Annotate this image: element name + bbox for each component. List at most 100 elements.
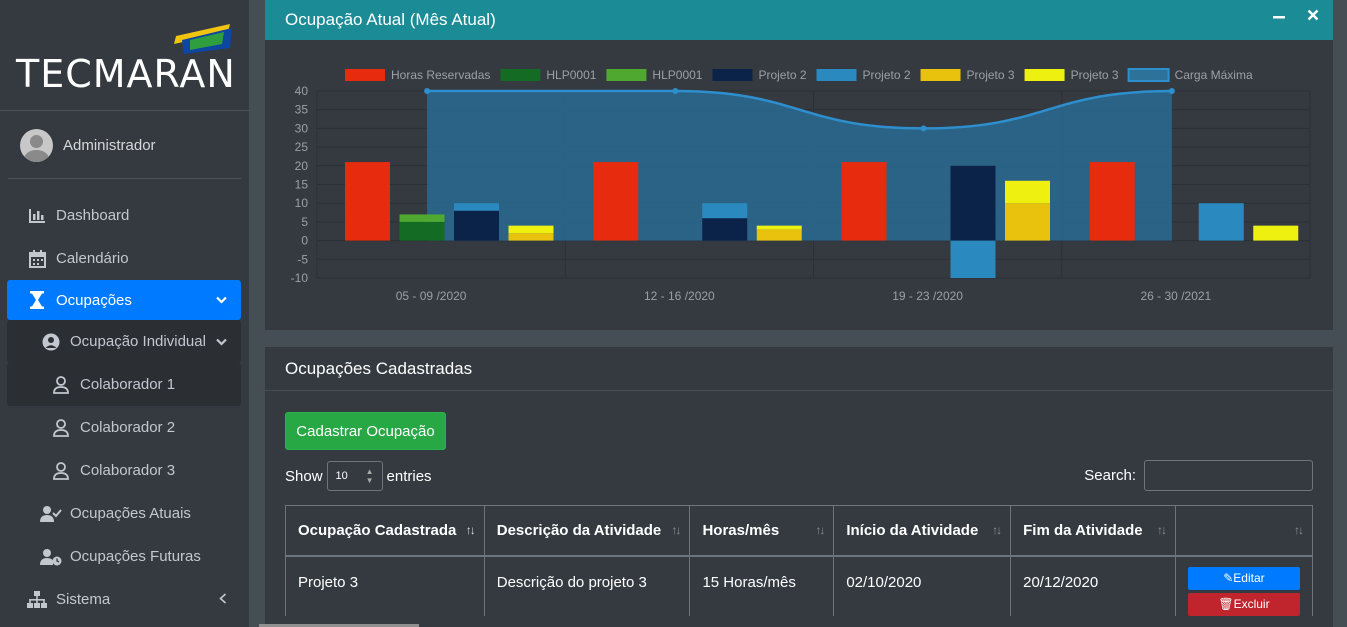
card-tools xyxy=(1273,8,1319,26)
bar-projeto-3 xyxy=(508,233,554,241)
close-icon[interactable] xyxy=(1307,8,1319,26)
sidebar: TECMARAN Administrador Dashboard Calendá… xyxy=(0,0,249,627)
delete-button[interactable]: 🗑Excluir xyxy=(1187,592,1300,616)
sidebar-item-colaborador-3[interactable]: Colaborador 3 xyxy=(7,449,241,492)
legend-swatch xyxy=(345,69,385,81)
occupancy-chart: 40 35 30 25 20 15 10 5 0 -5 -10 05 - 09 /2020 12 - 1… xyxy=(291,68,1311,303)
area-carga-maxima xyxy=(427,91,1172,241)
chart-panel-title: Ocupação Atual (Mês Atual) xyxy=(285,10,496,29)
sidebar-nav: Dashboard Calendário Ocupações Ocupação … xyxy=(7,194,241,621)
bar-horas-reservadas xyxy=(1089,162,1135,241)
sidebar-item-colaborador-2[interactable]: Colaborador 2 xyxy=(7,406,241,449)
user-panel[interactable]: Administrador xyxy=(8,112,241,179)
bar-projeto-3 xyxy=(1005,180,1050,204)
bar-projeto-3 xyxy=(756,225,802,230)
col-header-actions[interactable]: ↑↓ xyxy=(1174,505,1314,557)
point-carga-maxima xyxy=(920,125,927,132)
brand[interactable]: TECMARAN xyxy=(0,0,249,111)
avatar xyxy=(20,128,53,162)
sort-icon: ↑↓ xyxy=(1294,523,1304,537)
sidebar-item-ocupacao-individual[interactable]: Ocupação Individual xyxy=(7,320,241,363)
brand-name: TECMARAN xyxy=(16,52,236,96)
entries-select-value: 10 xyxy=(335,470,348,482)
bar-projeto-2 xyxy=(454,203,499,211)
legend-swatch xyxy=(500,69,541,81)
col-header-label: Fim da Atividade xyxy=(1023,521,1143,539)
sidebar-item-ocupacoes-atuais[interactable]: Ocupações Atuais xyxy=(7,492,241,535)
edit-button[interactable]: ✎Editar xyxy=(1187,566,1300,590)
col-header-descricao[interactable]: Descrição da Atividade ↑↓ xyxy=(483,505,691,557)
y-tick-label: 0 xyxy=(301,234,308,248)
sidebar-item-colaborador-1[interactable]: Colaborador 1 xyxy=(7,363,241,406)
x-tick-label: 19 - 23 /2020 xyxy=(892,289,963,303)
user-icon xyxy=(50,461,72,480)
bar-horas-reservadas xyxy=(345,162,390,241)
col-header-horas[interactable]: Horas/mês ↑↓ xyxy=(689,505,835,557)
legend-swatch xyxy=(1127,68,1170,82)
bar-projeto-2 xyxy=(950,165,996,241)
col-header-label: Horas/mês xyxy=(702,521,780,539)
user-icon xyxy=(50,375,72,394)
entries-label: entries xyxy=(386,467,432,485)
show-entries: Show 10 ▲ ▼ entries xyxy=(285,461,432,491)
sort-icon: ↑↓ xyxy=(992,523,1002,537)
y-tick-label: -5 xyxy=(297,252,308,266)
user-clock-icon xyxy=(40,548,62,566)
chart-area: 40 35 30 25 20 15 10 5 0 -5 -10 05 - 09 /2020 12 - 1… xyxy=(265,40,1333,330)
updown-icon: ▲ ▼ xyxy=(365,467,374,485)
sidebar-item-sistema[interactable]: Sistema xyxy=(7,578,241,621)
y-tick-label: 40 xyxy=(295,84,309,98)
line-carga-maxima xyxy=(427,89,1172,130)
add-occupation-button[interactable]: Cadastrar Ocupação xyxy=(285,412,446,450)
table-header-row: Ocupação Cadastrada ↑↓ Descrição da Ativi… xyxy=(285,505,1314,557)
bar-projeto-2 xyxy=(950,240,996,278)
table-row: Projeto 3 Descrição do projeto 3 15 Hora… xyxy=(285,555,1314,616)
show-label: Show xyxy=(285,467,323,485)
legend-label: Carga Máxima xyxy=(1175,68,1253,82)
user-name: Administrador xyxy=(63,136,156,154)
sidebar-item-ocupacoes-futuras[interactable]: Ocupações Futuras xyxy=(7,535,241,578)
chevron-left-icon xyxy=(219,592,227,607)
y-tick-label: 25 xyxy=(295,140,309,154)
cell-fim: 20/12/2020 xyxy=(1010,555,1176,616)
user-circle-icon xyxy=(40,333,62,351)
col-header-ocupacao[interactable]: Ocupação Cadastrada ↑↓ xyxy=(285,505,485,557)
sidebar-item-label: Sistema xyxy=(56,591,111,608)
legend-swatch xyxy=(920,69,961,81)
sort-icon: ↑↓ xyxy=(1156,523,1167,537)
sidebar-item-dashboard[interactable]: Dashboard xyxy=(7,194,241,237)
hourglass-icon xyxy=(26,291,48,309)
x-tick-label: 12 - 16 /2020 xyxy=(644,289,715,303)
list-panel-title: Ocupações Cadastradas xyxy=(265,347,1333,391)
col-header-label: Descrição da Atividade xyxy=(496,521,662,539)
delete-label: Excluir xyxy=(1233,596,1270,611)
brand-logo xyxy=(174,24,232,54)
cell-inicio: 02/10/2020 xyxy=(833,555,1012,616)
sidebar-item-label: Colaborador 1 xyxy=(80,376,176,393)
user-check-icon xyxy=(40,505,62,523)
legend-label: HLP0001 xyxy=(546,68,596,82)
y-tick-label: 10 xyxy=(295,196,309,210)
bar-hlp0001 xyxy=(399,214,445,222)
entries-select[interactable]: 10 ▲ ▼ xyxy=(326,461,383,491)
cell-ocupacao: Projeto 3 xyxy=(285,555,485,616)
legend-label: Horas Reservadas xyxy=(391,68,490,82)
horizontal-scrollbar[interactable] xyxy=(259,624,419,627)
legend-label: Projeto 3 xyxy=(1071,68,1119,82)
col-header-fim[interactable]: Fim da Atividade ↑↓ xyxy=(1010,505,1176,557)
sidebar-item-ocupacoes[interactable]: Ocupações xyxy=(7,280,241,320)
search-input[interactable] xyxy=(1144,460,1313,491)
col-header-inicio[interactable]: Início da Atividade ↑↓ xyxy=(833,505,1012,557)
cell-actions: ✎Editar 🗑Excluir xyxy=(1174,555,1314,616)
sitemap-icon xyxy=(26,591,48,608)
pencil-icon: ✎ xyxy=(1223,570,1234,585)
legend-label: Projeto 3 xyxy=(967,68,1015,82)
x-tick-label: 26 - 30 /2021 xyxy=(1141,289,1212,303)
sort-asc-icon: ↑↓ xyxy=(465,523,476,537)
cell-descricao: Descrição do projeto 3 xyxy=(483,555,691,616)
minimize-icon[interactable] xyxy=(1273,8,1285,26)
calendar-icon xyxy=(26,249,48,268)
trash-icon: 🗑 xyxy=(1218,596,1234,611)
sidebar-item-calendario[interactable]: Calendário xyxy=(7,237,241,280)
chart-panel: Ocupação Atual (Mês Atual) 40 35 30 25 20 15 1… xyxy=(265,0,1333,330)
